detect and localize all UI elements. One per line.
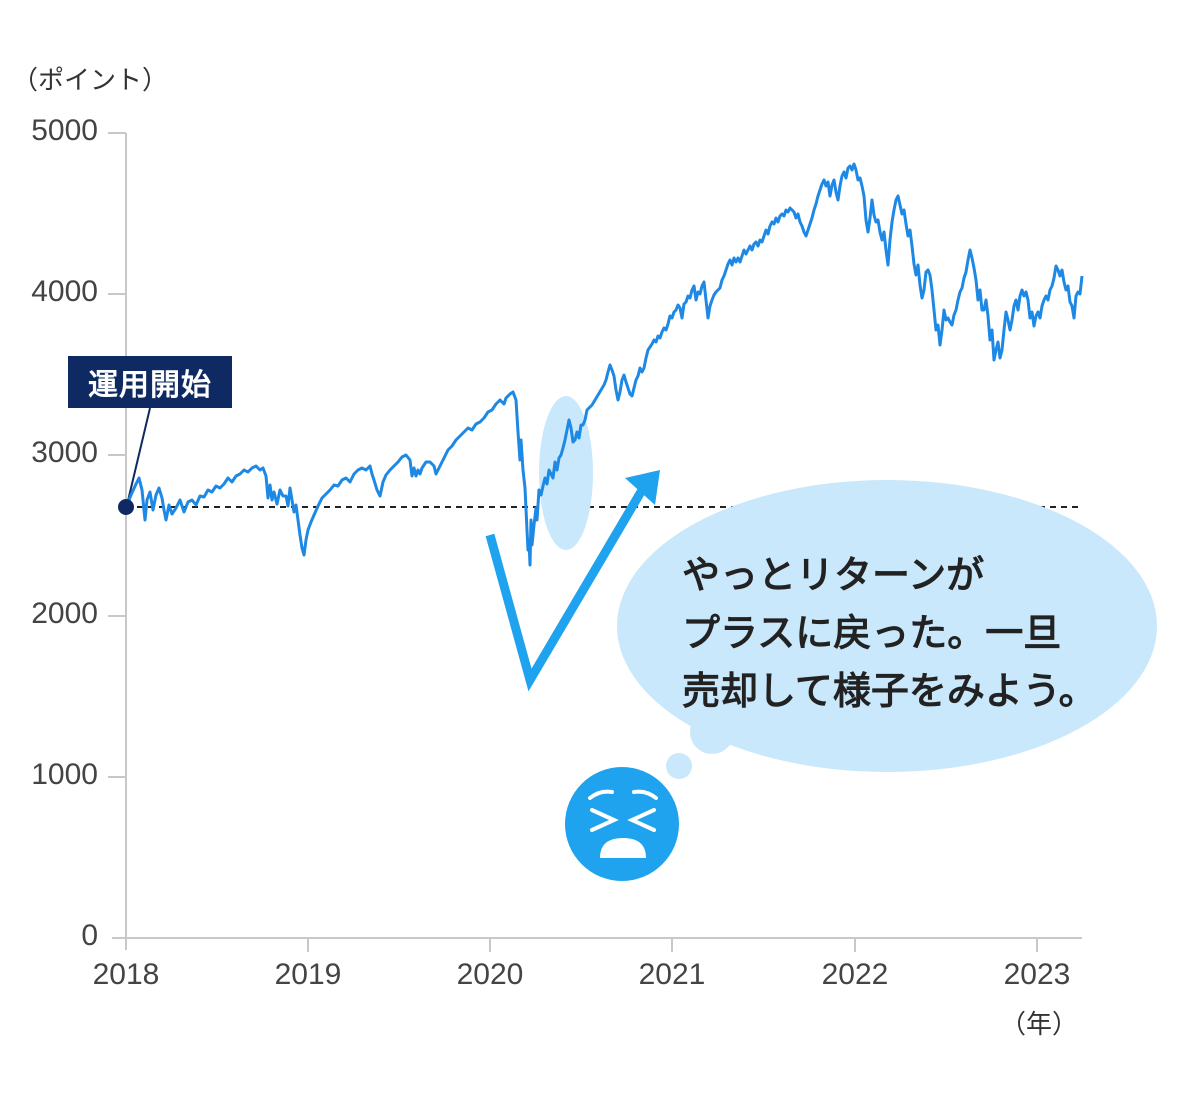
thought-bubble-text: やっとリターンが プラスに戻った。一旦 売却して様子をみよう。 bbox=[682, 546, 1102, 720]
y-tick-3000: 3000 bbox=[31, 436, 98, 469]
y-tick-1000: 1000 bbox=[31, 758, 98, 791]
bubble-line-1: やっとリターンが bbox=[682, 553, 985, 597]
bubble-line-3: 売却して様子をみよう。 bbox=[682, 669, 1097, 713]
x-tick-marks bbox=[307, 938, 1038, 952]
y-tick-5000: 5000 bbox=[31, 114, 98, 147]
start-label-leader bbox=[126, 407, 151, 506]
x-tick-2023: 2023 bbox=[1003, 958, 1071, 991]
x-axis-unit-label: （年） bbox=[1000, 1010, 1079, 1040]
y-tick-marks bbox=[108, 132, 126, 778]
x-tick-2019: 2019 bbox=[274, 958, 342, 991]
start-label: 運用開始 bbox=[68, 356, 232, 408]
thought-bubble bbox=[617, 480, 1157, 779]
distressed-face-icon bbox=[565, 767, 679, 881]
x-tick-2022: 2022 bbox=[821, 958, 889, 991]
start-point-marker bbox=[118, 499, 134, 515]
index-line bbox=[124, 162, 1084, 567]
y-tick-0: 0 bbox=[81, 919, 98, 952]
y-axis-unit-label: （ポイント） bbox=[12, 66, 169, 96]
bubble-line-2: プラスに戻った。一旦 bbox=[682, 611, 1062, 655]
x-tick-2021: 2021 bbox=[638, 958, 706, 991]
x-tick-2018: 2018 bbox=[92, 958, 160, 991]
y-tick-4000: 4000 bbox=[31, 275, 98, 308]
v-recovery-arrow bbox=[485, 470, 660, 692]
x-tick-2020: 2020 bbox=[456, 958, 524, 991]
y-tick-2000: 2000 bbox=[31, 597, 98, 630]
